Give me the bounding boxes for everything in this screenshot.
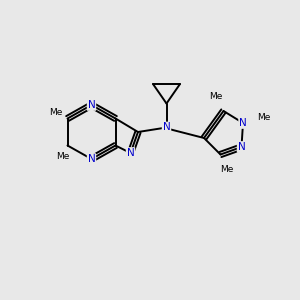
Text: Me: Me: [209, 92, 223, 101]
Text: N: N: [88, 154, 95, 164]
Text: N: N: [88, 100, 95, 110]
Text: Me: Me: [257, 113, 271, 122]
Text: Me: Me: [56, 152, 70, 161]
Text: N: N: [239, 118, 247, 128]
Text: N: N: [238, 142, 245, 152]
Text: Me: Me: [220, 165, 233, 174]
Text: N: N: [127, 148, 134, 158]
Text: N: N: [163, 122, 170, 133]
Text: Me: Me: [50, 108, 63, 117]
